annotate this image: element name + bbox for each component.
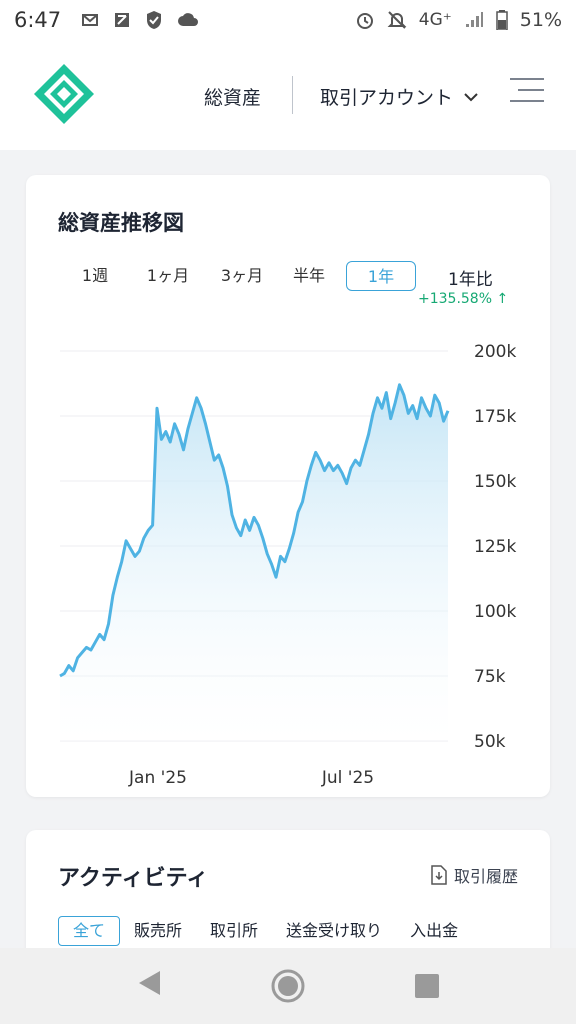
signal-icon xyxy=(465,12,483,27)
trade-history-label: 取引履歴 xyxy=(453,867,518,886)
chart-area-fill xyxy=(60,384,448,741)
period-6m[interactable]: 半年 xyxy=(292,266,325,285)
filter-exchange[interactable]: 取引所 xyxy=(210,921,259,940)
battery-level: 51% xyxy=(519,9,562,31)
y-tick-label: 50k xyxy=(474,732,506,752)
y-tick-label: 125k xyxy=(474,537,516,557)
y-tick-label: 200k xyxy=(474,342,516,362)
battery-icon xyxy=(496,10,508,30)
period-1y[interactable]: 1年 xyxy=(346,261,416,291)
status-bar: 6:47 4G⁺ 51% xyxy=(0,0,576,40)
status-time: 6:47 xyxy=(14,8,62,32)
brand-logo-icon[interactable] xyxy=(32,62,96,126)
recents-icon[interactable] xyxy=(414,973,440,999)
app-header: 総資産 取引アカウント xyxy=(0,40,576,150)
period-1m[interactable]: 1ヶ月 xyxy=(146,266,190,285)
activity-title: アクティビティ xyxy=(58,866,209,891)
alarm-icon xyxy=(356,13,373,29)
period-3m[interactable]: 3ヶ月 xyxy=(220,266,264,285)
cloud-icon xyxy=(178,13,199,26)
nav-total-assets[interactable]: 総資産 xyxy=(204,87,262,109)
x-tick-label: Jul '25 xyxy=(321,768,374,788)
activity-card: アクティビティ 取引履歴 全て 販売所 取引所 送金受け取り 入出金 xyxy=(26,830,550,970)
y-tick-label: 100k xyxy=(474,602,516,622)
home-icon[interactable] xyxy=(270,968,306,1004)
chart-card-title: 総資産推移図 xyxy=(58,211,184,235)
filter-deposit-withdraw[interactable]: 入出金 xyxy=(410,921,459,940)
document-download-icon xyxy=(431,865,447,885)
nav-divider xyxy=(292,76,293,114)
app-notification-icon xyxy=(115,13,130,27)
chevron-down-icon xyxy=(464,92,478,101)
asset-line-chart: 200k 175k 150k 125k 100k 75k 50k Jan '25 Jul '2… xyxy=(59,342,516,788)
hamburger-menu-icon[interactable] xyxy=(510,78,544,112)
y-tick-label: 150k xyxy=(474,472,516,492)
system-nav-bar xyxy=(0,948,576,1024)
yoy-label: 1年比 xyxy=(448,270,493,290)
network-type: 4G⁺ xyxy=(418,10,452,30)
filter-transfer[interactable]: 送金受け取り xyxy=(286,921,383,940)
yoy-value: +135.58% ↑ xyxy=(418,291,508,307)
period-selector: 1週 1ヶ月 3ヶ月 半年 1年 xyxy=(26,261,550,293)
arrow-up-icon: ↑ xyxy=(496,291,509,307)
asset-chart-card: 総資産推移図 1週 1ヶ月 3ヶ月 半年 1年 1年比 +135.58% ↑ 2… xyxy=(26,175,550,797)
back-icon[interactable] xyxy=(136,968,162,998)
yoy-value-text: +135.58% xyxy=(418,291,493,307)
nav-trading-account-label: 取引アカウント xyxy=(320,87,454,109)
shield-icon xyxy=(147,11,162,29)
filter-exchange-shop[interactable]: 販売所 xyxy=(134,921,183,940)
mail-notification-icon xyxy=(82,14,99,26)
chart-series-line xyxy=(59,383,450,678)
period-1w[interactable]: 1週 xyxy=(81,266,109,285)
nav-trading-account[interactable]: 取引アカウント xyxy=(320,83,479,110)
activity-filters: 全て 販売所 取引所 送金受け取り 入出金 xyxy=(58,916,486,946)
trade-history-link[interactable]: 取引履歴 xyxy=(430,863,518,887)
y-tick-label: 75k xyxy=(474,667,506,687)
y-tick-label: 175k xyxy=(474,407,516,427)
notifications-off-icon xyxy=(387,11,407,29)
x-tick-label: Jan '25 xyxy=(128,768,187,788)
filter-all[interactable]: 全て xyxy=(58,916,121,946)
